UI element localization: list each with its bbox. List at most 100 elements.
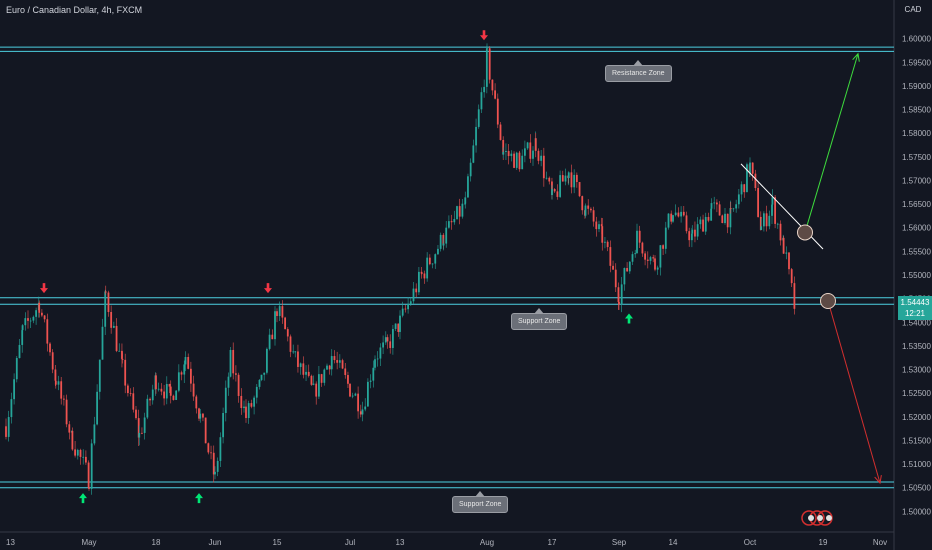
candle-body: [439, 234, 442, 249]
x-tick-label: Jul: [345, 538, 355, 547]
candle-body: [229, 349, 232, 377]
candle-body: [559, 175, 561, 197]
candle-body: [351, 395, 354, 397]
candle-body: [464, 197, 467, 204]
candle-body: [349, 383, 351, 397]
candle-body: [502, 139, 505, 155]
candle-body: [754, 173, 757, 189]
candle-body: [372, 367, 375, 381]
y-tick-label: 1.54000: [902, 318, 931, 327]
bearish-arrowhead: [874, 475, 882, 485]
candle-body: [793, 283, 796, 309]
candle-body: [782, 237, 785, 254]
candle-body: [7, 417, 10, 437]
y-tick-label: 1.57500: [902, 153, 931, 162]
y-tick-label: 1.55000: [902, 271, 931, 280]
candle-body: [149, 398, 151, 401]
x-tick-label: 19: [819, 538, 828, 547]
candle-body: [664, 227, 667, 249]
x-tick-label: 15: [273, 538, 282, 547]
candle-body: [13, 379, 15, 400]
candle-body: [65, 399, 68, 425]
y-tick-label: 1.57000: [902, 176, 931, 185]
candle-body: [729, 208, 732, 228]
candle-body: [320, 374, 323, 383]
candle-body: [691, 229, 694, 234]
candle-body: [404, 308, 407, 310]
candle-body: [472, 145, 475, 163]
candle-body: [412, 288, 415, 302]
candle-body: [431, 263, 434, 265]
candle-body: [127, 385, 129, 394]
candle-body: [726, 213, 729, 228]
candle-body: [216, 460, 219, 472]
candle-body: [458, 206, 461, 217]
bar-countdown: 12:21: [904, 309, 926, 318]
candle-body: [652, 257, 655, 259]
candle-body: [707, 216, 710, 221]
candle-body: [437, 248, 439, 255]
candle-body: [749, 162, 751, 174]
candle-body: [60, 381, 63, 399]
x-tick-label: 13: [396, 538, 405, 547]
candle-body: [567, 172, 570, 179]
candle-body: [68, 424, 71, 433]
candle-body: [129, 393, 132, 394]
candle-body: [644, 253, 646, 260]
candle-body: [51, 352, 54, 370]
candle-body: [595, 221, 598, 230]
candle-body: [609, 247, 612, 266]
candle-body: [104, 291, 107, 293]
candle-body: [743, 184, 746, 193]
candle-body: [24, 318, 27, 326]
candle-body: [96, 391, 98, 425]
candle-body: [258, 379, 261, 387]
candle-body: [204, 417, 207, 444]
candle-body: [104, 291, 107, 327]
candle-body: [330, 356, 333, 370]
last-price-tag: 1.54443 12:21: [898, 296, 932, 320]
candle-body: [423, 273, 426, 279]
candle-body: [453, 219, 456, 223]
candle-body: [532, 150, 534, 159]
up-arrow-icon: [79, 493, 87, 504]
candle-body: [157, 388, 160, 390]
candle-body: [617, 287, 620, 302]
candle-body: [297, 351, 299, 367]
candle-body: [491, 79, 494, 91]
candle-body: [581, 196, 584, 211]
candle-body: [294, 351, 297, 353]
candle-body: [260, 374, 263, 380]
candle-body: [735, 204, 738, 209]
candle-body: [534, 138, 537, 151]
candle-body: [357, 393, 359, 412]
candle-group: [5, 43, 796, 495]
candle-body: [537, 150, 540, 161]
candle-body: [442, 243, 445, 246]
candle-body: [302, 363, 305, 375]
candle-body: [85, 456, 87, 463]
candle-body: [143, 417, 146, 433]
down-arrow-icon: [480, 30, 488, 41]
price-axis-panel: [894, 0, 932, 550]
candle-body: [502, 152, 505, 155]
candle-body: [141, 432, 143, 434]
candle-body: [146, 398, 149, 418]
up-arrow-icon: [625, 313, 633, 324]
candle-body: [18, 344, 21, 359]
y-tick-label: 1.55500: [902, 247, 931, 256]
candle-body: [529, 142, 532, 159]
candle-body: [757, 188, 759, 217]
candle-body: [202, 413, 204, 418]
candle-body: [587, 205, 590, 209]
candle-body: [210, 452, 212, 454]
candle-body: [271, 334, 274, 340]
candle-body: [336, 360, 339, 363]
candle-body: [729, 208, 732, 209]
candle-body: [680, 211, 682, 217]
candle-body: [87, 462, 90, 488]
candle-body: [434, 254, 437, 264]
candle-body: [41, 312, 43, 316]
candle-body: [118, 350, 121, 352]
